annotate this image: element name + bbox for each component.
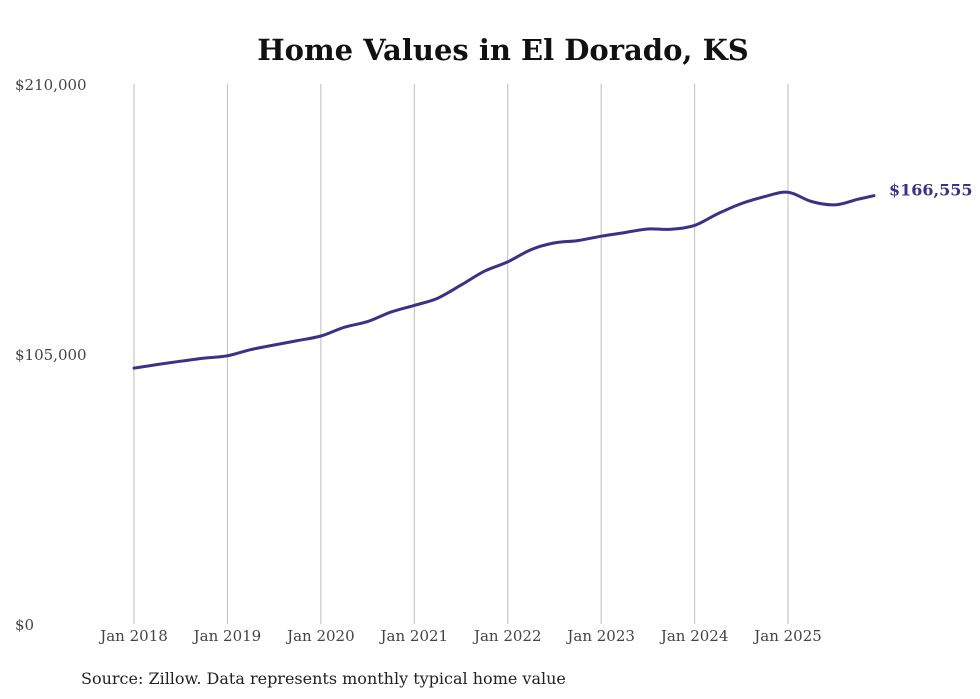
source-note: Source: Zillow. Data represents monthly … (81, 669, 566, 688)
x-tick-label: Jan 2023 (565, 627, 635, 645)
vertical-gridlines (133, 84, 789, 624)
x-axis-ticks: Jan 2018 Jan 2019 Jan 2020 Jan 2021 Jan 2022… (98, 627, 822, 645)
x-tick-label: Jan 2022 (472, 627, 542, 645)
x-tick-label: Jan 2021 (379, 627, 449, 645)
y-tick-label: $105,000 (15, 346, 87, 364)
x-tick-label: Jan 2024 (659, 627, 729, 645)
series-end-value-label: $166,555 (889, 181, 973, 200)
x-tick-label: Jan 2018 (98, 627, 168, 645)
x-tick-label: Jan 2020 (285, 627, 355, 645)
chart-title: Home Values in El Dorado, KS (257, 33, 749, 67)
series-line-home-value (132, 190, 876, 370)
y-axis-ticks: $0 $105,000 $210,000 (15, 76, 87, 634)
y-tick-label: $0 (15, 616, 34, 634)
x-tick-label: Jan 2025 (752, 627, 822, 645)
y-tick-label: $210,000 (15, 76, 87, 94)
x-tick-label: Jan 2019 (192, 627, 262, 645)
